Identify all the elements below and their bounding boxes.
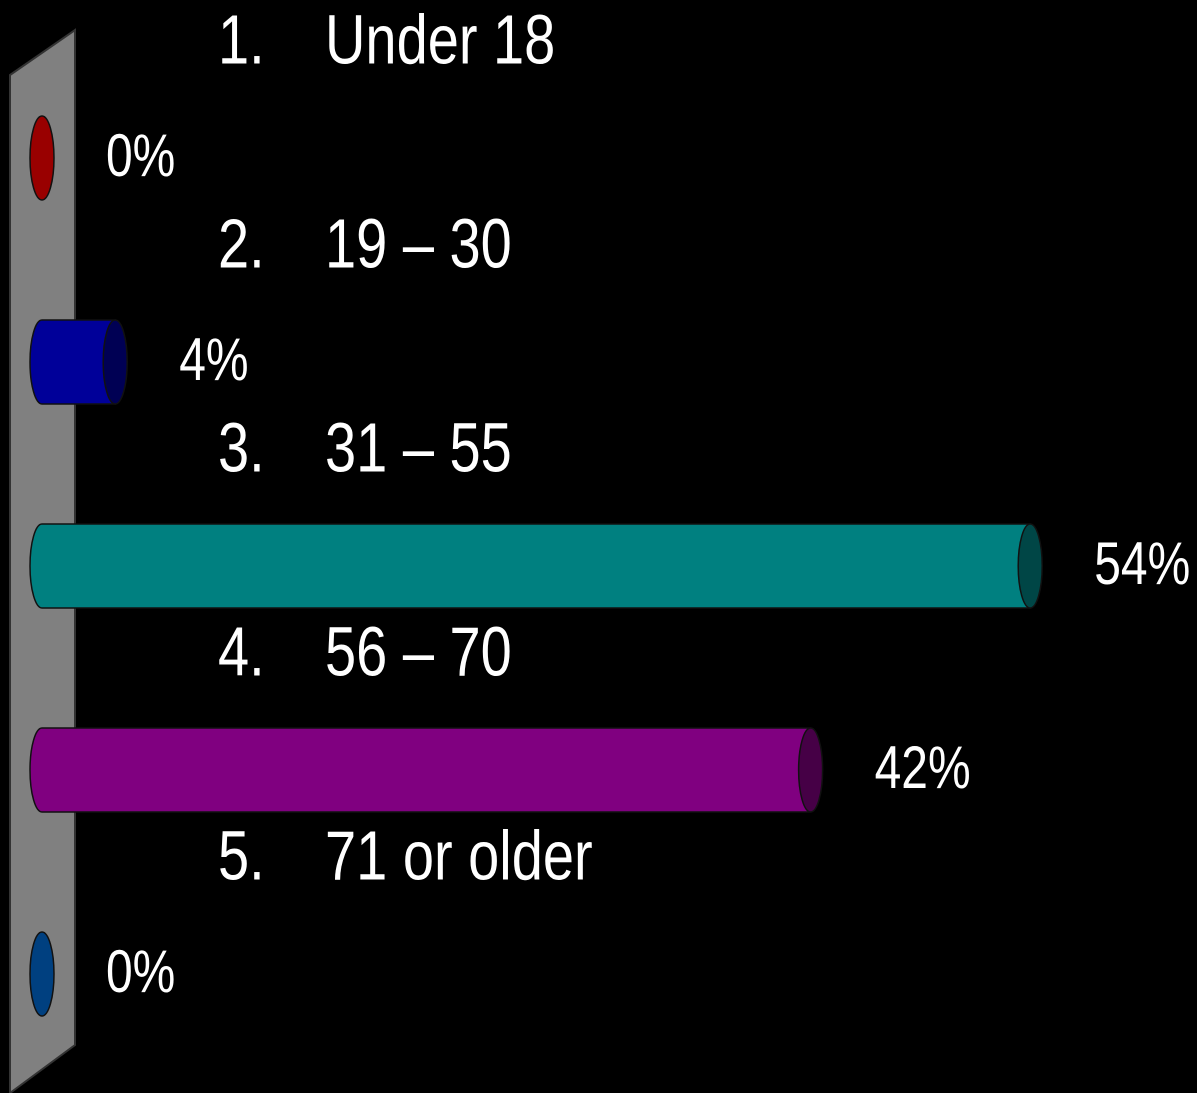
category-label: 56 – 70 — [325, 614, 512, 691]
bar — [29, 115, 55, 201]
category-label: 19 – 30 — [325, 206, 512, 283]
category-number: 1. — [218, 2, 265, 79]
value-label: 0% — [106, 122, 175, 189]
category-number: 4. — [218, 614, 265, 691]
value-label: 4% — [179, 326, 248, 393]
category-label: Under 18 — [325, 2, 555, 79]
bar — [29, 931, 55, 1017]
category-label: 31 – 55 — [325, 410, 512, 487]
bar — [29, 319, 116, 405]
bar — [29, 727, 812, 813]
category-label: 71 or older — [325, 818, 593, 895]
bar-end-cap — [797, 727, 824, 813]
bar-end-cap — [102, 319, 128, 405]
value-label: 54% — [1094, 530, 1190, 597]
bar-end-cap — [1017, 523, 1043, 609]
bar — [29, 523, 1031, 609]
category-number: 3. — [218, 410, 265, 487]
value-label: 0% — [106, 938, 175, 1005]
category-number: 5. — [218, 818, 265, 895]
category-number: 2. — [218, 206, 265, 283]
value-label: 42% — [875, 734, 971, 801]
